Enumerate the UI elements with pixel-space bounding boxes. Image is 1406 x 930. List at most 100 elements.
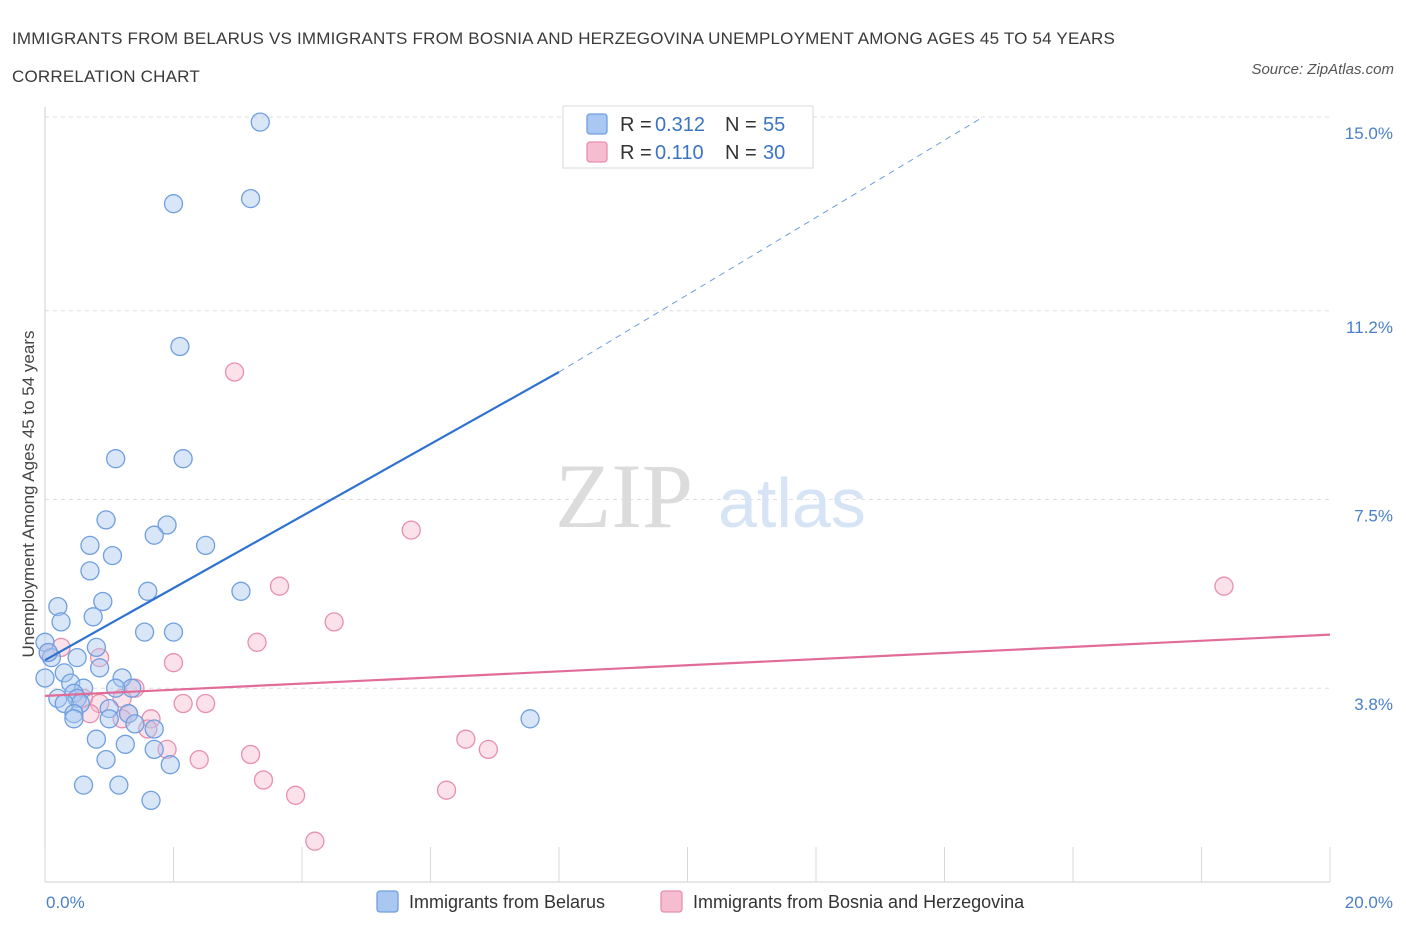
- series-legend-swatch-bosnia: [660, 890, 683, 913]
- x-tick-label: 0.0%: [46, 893, 85, 912]
- point-belarus: [96, 510, 116, 530]
- trend-line-belarus: [44, 371, 560, 662]
- point-belarus: [67, 647, 87, 668]
- point-bosnia: [401, 520, 421, 540]
- watermark: ZIP atlas: [555, 445, 866, 547]
- point-belarus: [64, 709, 84, 729]
- point-belarus: [157, 515, 177, 535]
- point-belarus: [51, 612, 71, 632]
- stats-legend-n-label-belarus: N =: [725, 114, 757, 136]
- point-bosnia: [173, 693, 193, 714]
- chart-title: IMMIGRANTS FROM BELARUS VS IMMIGRANTS FR…: [12, 29, 1116, 86]
- scatter-points: [35, 112, 1234, 851]
- source-label: Source: ZipAtlas.com: [1251, 61, 1394, 78]
- y-tick-label: 3.8%: [1354, 695, 1393, 714]
- stats-legend-n-belarus: 55: [763, 114, 785, 136]
- point-belarus: [125, 714, 145, 734]
- point-belarus: [138, 581, 158, 601]
- point-belarus: [118, 704, 139, 724]
- point-bosnia: [436, 780, 457, 800]
- point-belarus: [144, 525, 164, 545]
- point-belarus: [173, 449, 193, 469]
- tick-labels: 3.8% 7.5% 11.2% 15.0% 0.0% 20.0%: [46, 124, 1393, 912]
- point-belarus: [163, 622, 184, 642]
- point-belarus: [141, 790, 161, 811]
- point-bosnia: [478, 739, 498, 760]
- point-belarus: [86, 637, 107, 658]
- point-belarus: [250, 112, 270, 132]
- stats-legend-swatch-bosnia: [586, 141, 608, 163]
- stats-legend-r-label-belarus: R =: [620, 114, 652, 136]
- point-belarus: [144, 739, 164, 760]
- point-belarus: [54, 663, 74, 683]
- point-belarus: [160, 755, 180, 775]
- point-bosnia: [456, 729, 476, 749]
- point-belarus: [35, 668, 55, 688]
- axes: [44, 107, 1331, 883]
- point-bosnia: [247, 632, 267, 652]
- point-belarus: [89, 658, 110, 678]
- point-belarus: [122, 678, 142, 698]
- stats-legend-r-label-bosnia: R =: [620, 142, 652, 164]
- point-belarus: [106, 678, 126, 698]
- point-bosnia: [163, 653, 184, 673]
- point-belarus: [83, 607, 103, 627]
- point-bosnia: [189, 749, 209, 770]
- point-belarus: [93, 591, 113, 612]
- point-bosnia: [1214, 576, 1234, 596]
- point-belarus: [109, 775, 129, 795]
- point-belarus: [64, 704, 84, 724]
- gridlines: [45, 116, 1330, 689]
- point-belarus: [231, 581, 251, 601]
- point-bosnia: [269, 576, 290, 596]
- point-bosnia: [285, 785, 306, 805]
- point-bosnia: [195, 693, 216, 714]
- point-bosnia: [324, 612, 344, 632]
- stats-legend-r-bosnia: 0.110: [655, 142, 704, 164]
- series-legend-swatch-belarus: [376, 890, 399, 913]
- series-legend-label-belarus: Immigrants from Belarus: [409, 892, 605, 912]
- point-bosnia: [89, 693, 110, 714]
- point-belarus: [106, 449, 126, 469]
- point-belarus: [99, 698, 119, 719]
- point-belarus: [48, 688, 68, 709]
- point-bosnia: [224, 362, 245, 382]
- point-belarus: [163, 194, 184, 214]
- stats-legend: R = 0.312 N = 55 R = 0.110 N = 30: [562, 105, 814, 169]
- y-tick-label: 15.0%: [1345, 124, 1393, 143]
- point-belarus: [73, 775, 94, 795]
- point-belarus: [170, 336, 190, 357]
- point-belarus: [80, 535, 100, 556]
- trend-line-bosnia: [44, 633, 1331, 697]
- point-bosnia: [305, 831, 325, 851]
- series-legend-label-bosnia: Immigrants from Bosnia and Herzegovina: [693, 892, 1025, 912]
- x-tick-label: 20.0%: [1345, 893, 1393, 912]
- watermark-atlas: atlas: [718, 464, 866, 542]
- stats-legend-n-label-bosnia: N =: [725, 142, 757, 164]
- point-belarus: [99, 709, 119, 729]
- y-tick-label: 11.2%: [1346, 318, 1393, 337]
- point-belarus: [520, 709, 540, 729]
- trend-lines: [44, 116, 1331, 697]
- point-belarus: [86, 729, 107, 749]
- point-belarus: [240, 188, 261, 209]
- y-axis-label: Unemployment Among Ages 45 to 54 years: [19, 331, 38, 658]
- watermark-zip: ZIP: [555, 445, 693, 547]
- stats-legend-r-belarus: 0.312: [655, 114, 705, 136]
- trend-extension-belarus: [558, 116, 984, 373]
- series-legend: Immigrants from Belarus Immigrants from …: [376, 890, 1025, 913]
- y-tick-label: 7.5%: [1354, 507, 1393, 526]
- point-belarus: [48, 596, 68, 617]
- point-belarus: [195, 535, 216, 556]
- point-belarus: [80, 561, 100, 581]
- point-belarus: [134, 622, 155, 642]
- point-belarus: [102, 545, 123, 566]
- point-belarus: [112, 668, 132, 688]
- point-bosnia: [240, 744, 261, 765]
- point-belarus: [144, 719, 164, 739]
- point-bosnia: [253, 770, 274, 790]
- stats-legend-n-bosnia: 30: [763, 142, 785, 164]
- point-belarus: [96, 749, 116, 770]
- stats-legend-swatch-belarus: [586, 113, 608, 135]
